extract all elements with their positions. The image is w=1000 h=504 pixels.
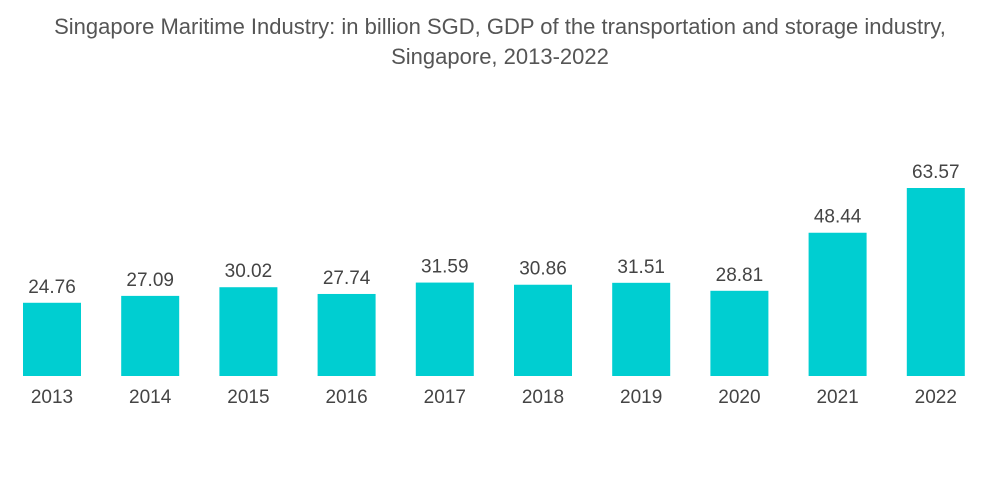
bar-2017 <box>415 282 474 376</box>
data-label-2021: 48.44 <box>814 207 862 228</box>
x-tick-label-2019: 2019 <box>620 387 662 408</box>
bar-2019 <box>612 282 671 376</box>
bar-2022 <box>906 188 965 376</box>
x-tick-label-2013: 2013 <box>31 387 73 408</box>
chart-title-line-2: Singapore, 2013-2022 <box>391 44 609 69</box>
data-label-2019: 31.51 <box>617 257 665 278</box>
x-tick-label-2020: 2020 <box>718 387 760 408</box>
bar-2014 <box>121 295 180 376</box>
data-label-2018: 30.86 <box>519 259 567 280</box>
data-label-2017: 31.59 <box>421 257 469 278</box>
bar-2018 <box>514 284 572 376</box>
bar-2021 <box>808 232 867 376</box>
data-label-2015: 30.02 <box>225 261 273 282</box>
x-tick-label-2018: 2018 <box>522 387 564 408</box>
data-label-2020: 28.81 <box>716 265 764 286</box>
data-label-2022: 63.57 <box>912 162 960 183</box>
x-tick-label-2016: 2016 <box>325 387 367 408</box>
bar-2016 <box>317 293 376 376</box>
x-tick-label-2017: 2017 <box>424 387 466 408</box>
x-tick-label-2022: 2022 <box>915 387 957 408</box>
bar-2020 <box>710 290 769 376</box>
x-tick-label-2015: 2015 <box>227 387 269 408</box>
chart-title: Singapore Maritime Industry: in billion … <box>0 12 1000 72</box>
x-tick-label-2021: 2021 <box>816 387 858 408</box>
bar-2015 <box>219 287 278 376</box>
data-label-2014: 27.09 <box>126 270 174 291</box>
chart-title-line-1: Singapore Maritime Industry: in billion … <box>54 14 946 39</box>
data-label-2016: 27.74 <box>323 268 371 289</box>
x-tick-label-2014: 2014 <box>129 387 172 408</box>
data-label-2013: 24.76 <box>28 277 76 298</box>
bar-2013 <box>23 302 81 376</box>
